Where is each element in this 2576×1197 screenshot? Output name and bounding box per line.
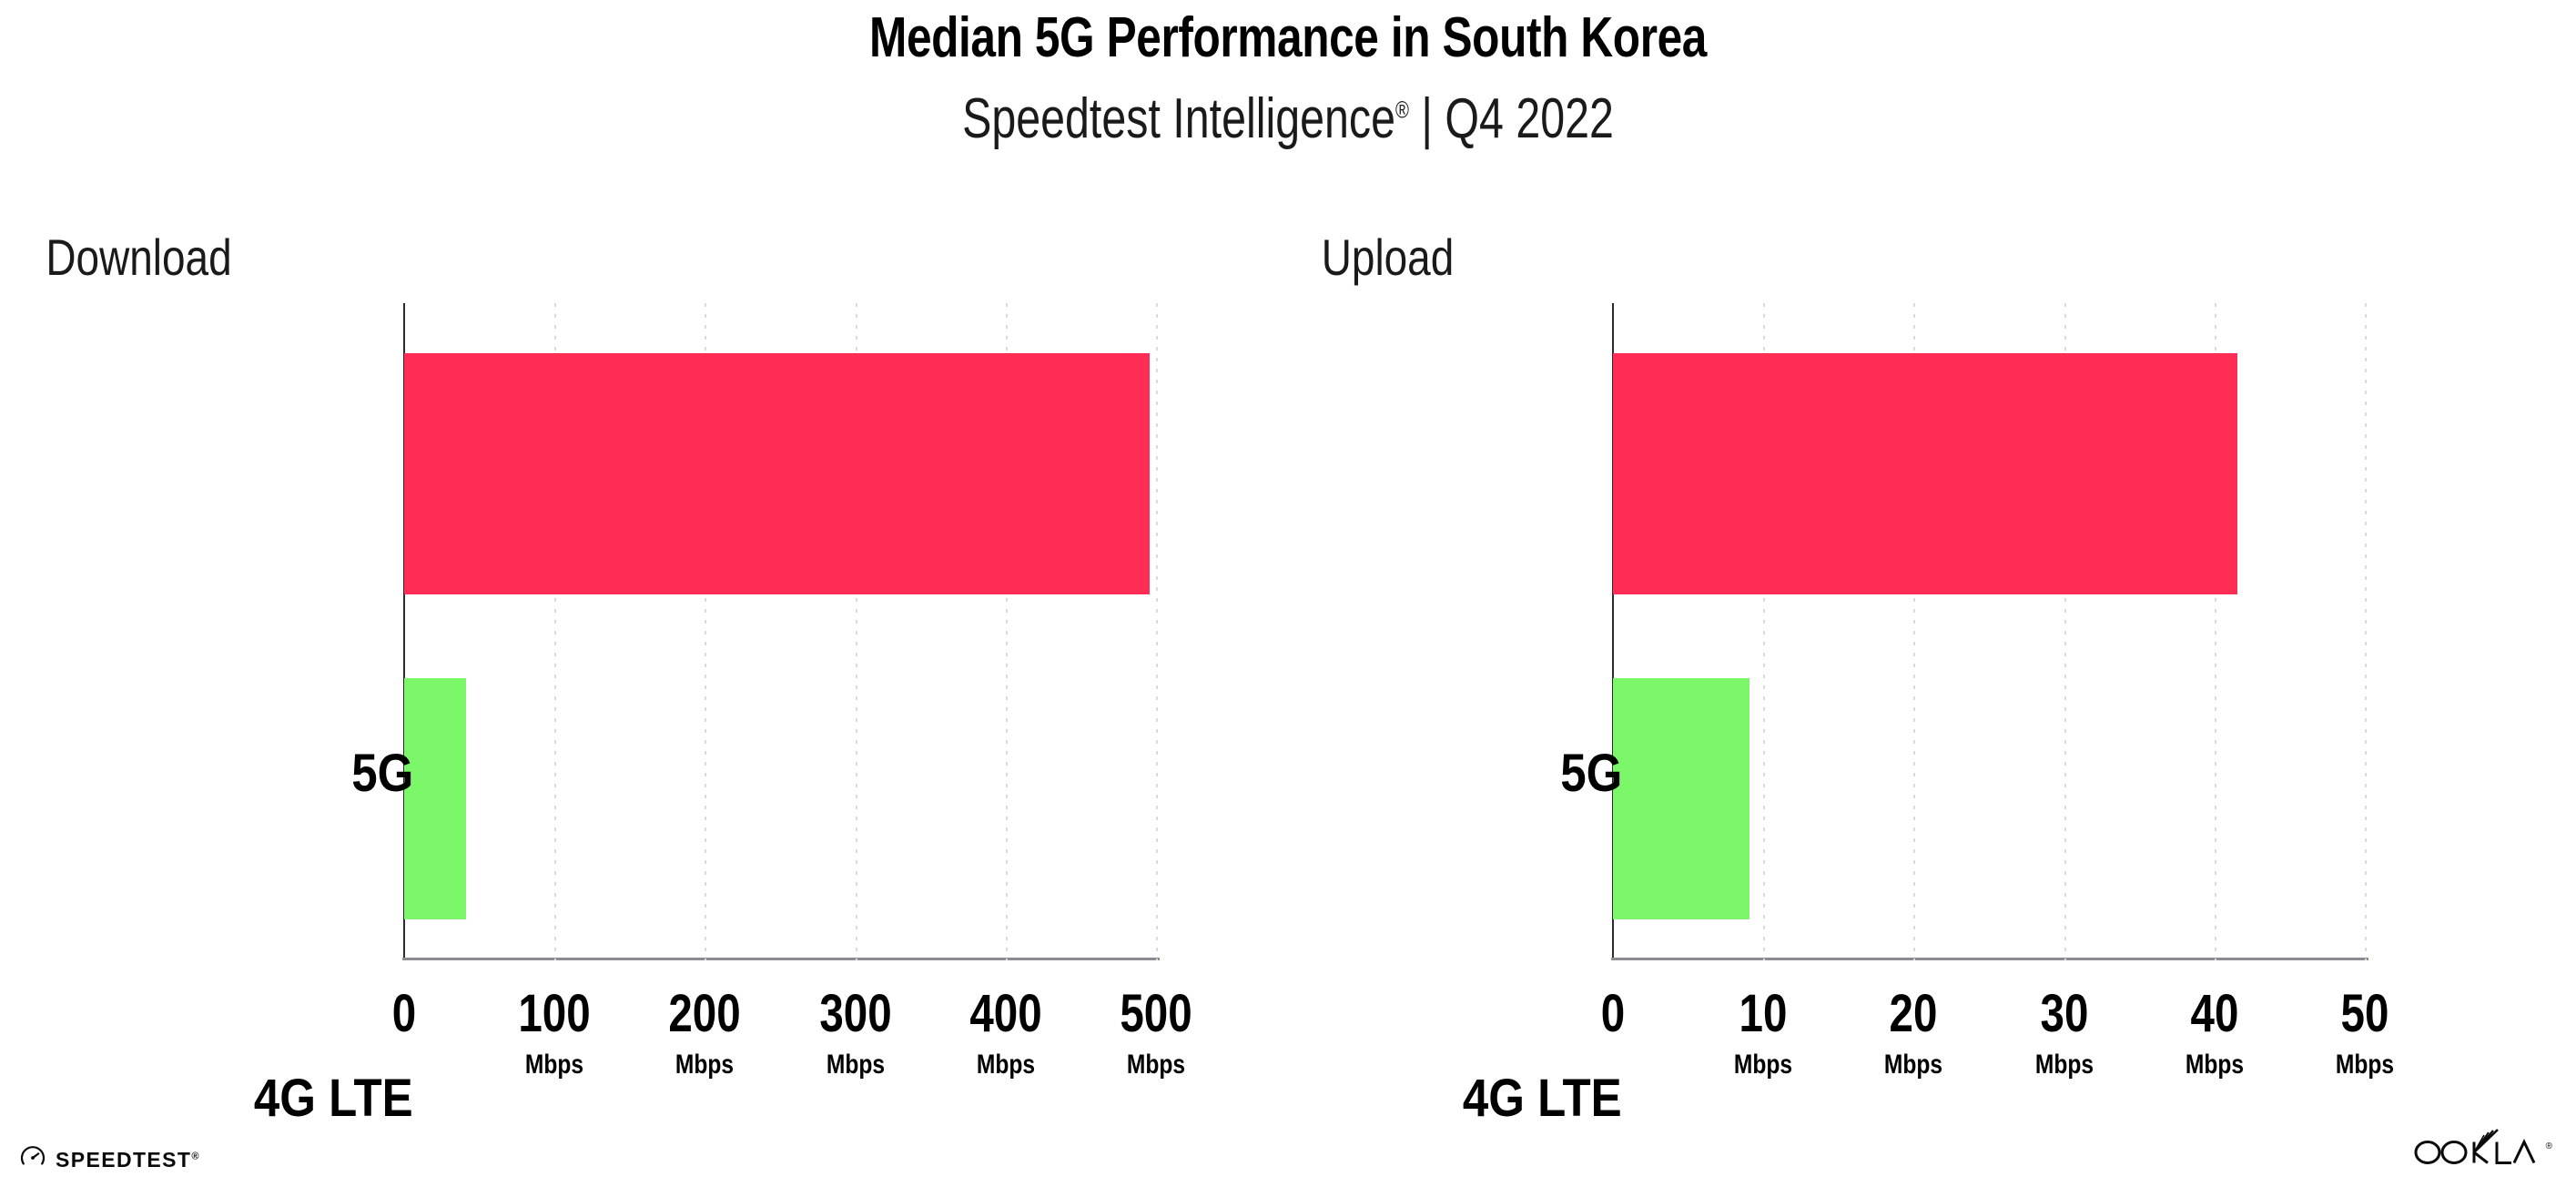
x-tick-upload-50: 50 Mbps — [2274, 988, 2456, 1079]
gridline-400 — [1006, 303, 1008, 960]
plot-area-upload: 5G 4G LTE — [1463, 303, 2368, 1125]
gridline-10 — [1763, 303, 1765, 960]
subtitle-period: Q4 2022 — [1445, 87, 1614, 150]
x-tick-unit: Mbps — [976, 1050, 1036, 1080]
category-label-download-4glte: 4G LTE — [254, 1069, 413, 1128]
x-tick-unit: Mbps — [2335, 1050, 2395, 1080]
y-axis-download — [403, 303, 405, 959]
x-tick-download-0: 0 — [313, 988, 495, 1051]
x-tick-value: 400 — [969, 984, 1042, 1043]
gridline-300 — [856, 303, 857, 960]
subtitle-brand: Speedtest Intelligence — [962, 87, 1395, 150]
panel-title-upload: Upload — [1321, 228, 1455, 286]
x-axis-upload — [1611, 958, 2368, 960]
subtitle-separator: | — [1408, 87, 1445, 150]
chart-panel-upload: Upload 5G 4G LTE 0 10 Mbps 20 Mbps 30 Mb… — [1288, 0, 2576, 1197]
category-label-download-5g: 5G — [350, 744, 413, 803]
registered-mark-icon: ® — [2545, 1141, 2552, 1151]
bar-download-5g[interactable] — [404, 353, 1151, 594]
x-tick-upload-20: 20 Mbps — [1822, 988, 2004, 1079]
x-tick-upload-0: 0 — [1522, 988, 1704, 1051]
speedometer-icon — [20, 1145, 46, 1175]
gridline-40 — [2215, 303, 2216, 960]
x-tick-download-500: 500 Mbps — [1065, 988, 1247, 1079]
x-axis-download — [402, 958, 1160, 960]
gridline-100 — [554, 303, 556, 960]
x-tick-download-400: 400 Mbps — [915, 988, 1097, 1079]
x-tick-upload-30: 30 Mbps — [1973, 988, 2155, 1079]
x-tick-value: 500 — [1120, 984, 1192, 1043]
x-tick-unit: Mbps — [2034, 1050, 2094, 1080]
x-tick-download-300: 300 Mbps — [765, 988, 947, 1079]
x-tick-value: 40 — [2190, 984, 2239, 1043]
x-tick-value: 20 — [1889, 984, 1938, 1043]
x-tick-value: 100 — [518, 984, 591, 1043]
x-tick-upload-10: 10 Mbps — [1672, 988, 1854, 1079]
x-tick-value: 50 — [2340, 984, 2389, 1043]
bar-upload-5g[interactable] — [1613, 353, 2237, 594]
x-tick-value: 30 — [2040, 984, 2089, 1043]
ookla-wordmark-icon — [2411, 1129, 2544, 1172]
x-tick-unit: Mbps — [1733, 1050, 1793, 1080]
x-tick-value: 0 — [391, 984, 417, 1043]
page-title: Median 5G Performance in South Korea — [869, 6, 1707, 69]
x-tick-unit: Mbps — [1883, 1050, 1943, 1080]
ookla-logo: ® — [2411, 1129, 2552, 1172]
chart-panel-download: Download 5G 4G LTE 0 100 Mbps 200 Mbps 3… — [46, 228, 1247, 1125]
gridline-500 — [1156, 303, 1158, 960]
x-tick-unit: Mbps — [2185, 1050, 2245, 1080]
x-tick-value: 200 — [668, 984, 741, 1043]
x-tick-upload-40: 40 Mbps — [2124, 988, 2306, 1079]
x-tick-download-200: 200 Mbps — [614, 988, 796, 1079]
gridline-20 — [1913, 303, 1915, 960]
x-tick-unit: Mbps — [826, 1050, 886, 1080]
category-label-upload-4glte: 4G LTE — [1463, 1069, 1622, 1128]
x-tick-download-100: 100 Mbps — [463, 988, 645, 1079]
registered-mark-icon: ® — [1394, 96, 1409, 124]
speedtest-label: SPEEDTEST — [56, 1148, 192, 1172]
gridline-30 — [2064, 303, 2066, 960]
x-tick-unit: Mbps — [674, 1050, 735, 1080]
x-tick-value: 10 — [1739, 984, 1788, 1043]
speedtest-logo: SPEEDTEST® — [20, 1145, 198, 1175]
gridline-50 — [2365, 303, 2367, 960]
bar-download-4glte[interactable] — [404, 678, 466, 919]
speedtest-wordmark: SPEEDTEST® — [56, 1148, 198, 1172]
x-tick-unit: Mbps — [524, 1050, 584, 1080]
x-tick-unit: Mbps — [1126, 1050, 1186, 1080]
x-tick-value: 0 — [1600, 984, 1626, 1043]
plot-area-download: 5G 4G LTE — [254, 303, 1160, 1125]
gridline-200 — [705, 303, 706, 960]
x-tick-value: 300 — [819, 984, 892, 1043]
panel-title-download: Download — [46, 228, 232, 286]
y-axis-upload — [1612, 303, 1614, 959]
registered-mark-icon: ® — [191, 1151, 199, 1162]
category-label-upload-5g: 5G — [1559, 744, 1622, 803]
bar-upload-4glte[interactable] — [1613, 678, 1750, 919]
page-subtitle: Speedtest Intelligence® | Q4 2022 — [283, 86, 2292, 151]
